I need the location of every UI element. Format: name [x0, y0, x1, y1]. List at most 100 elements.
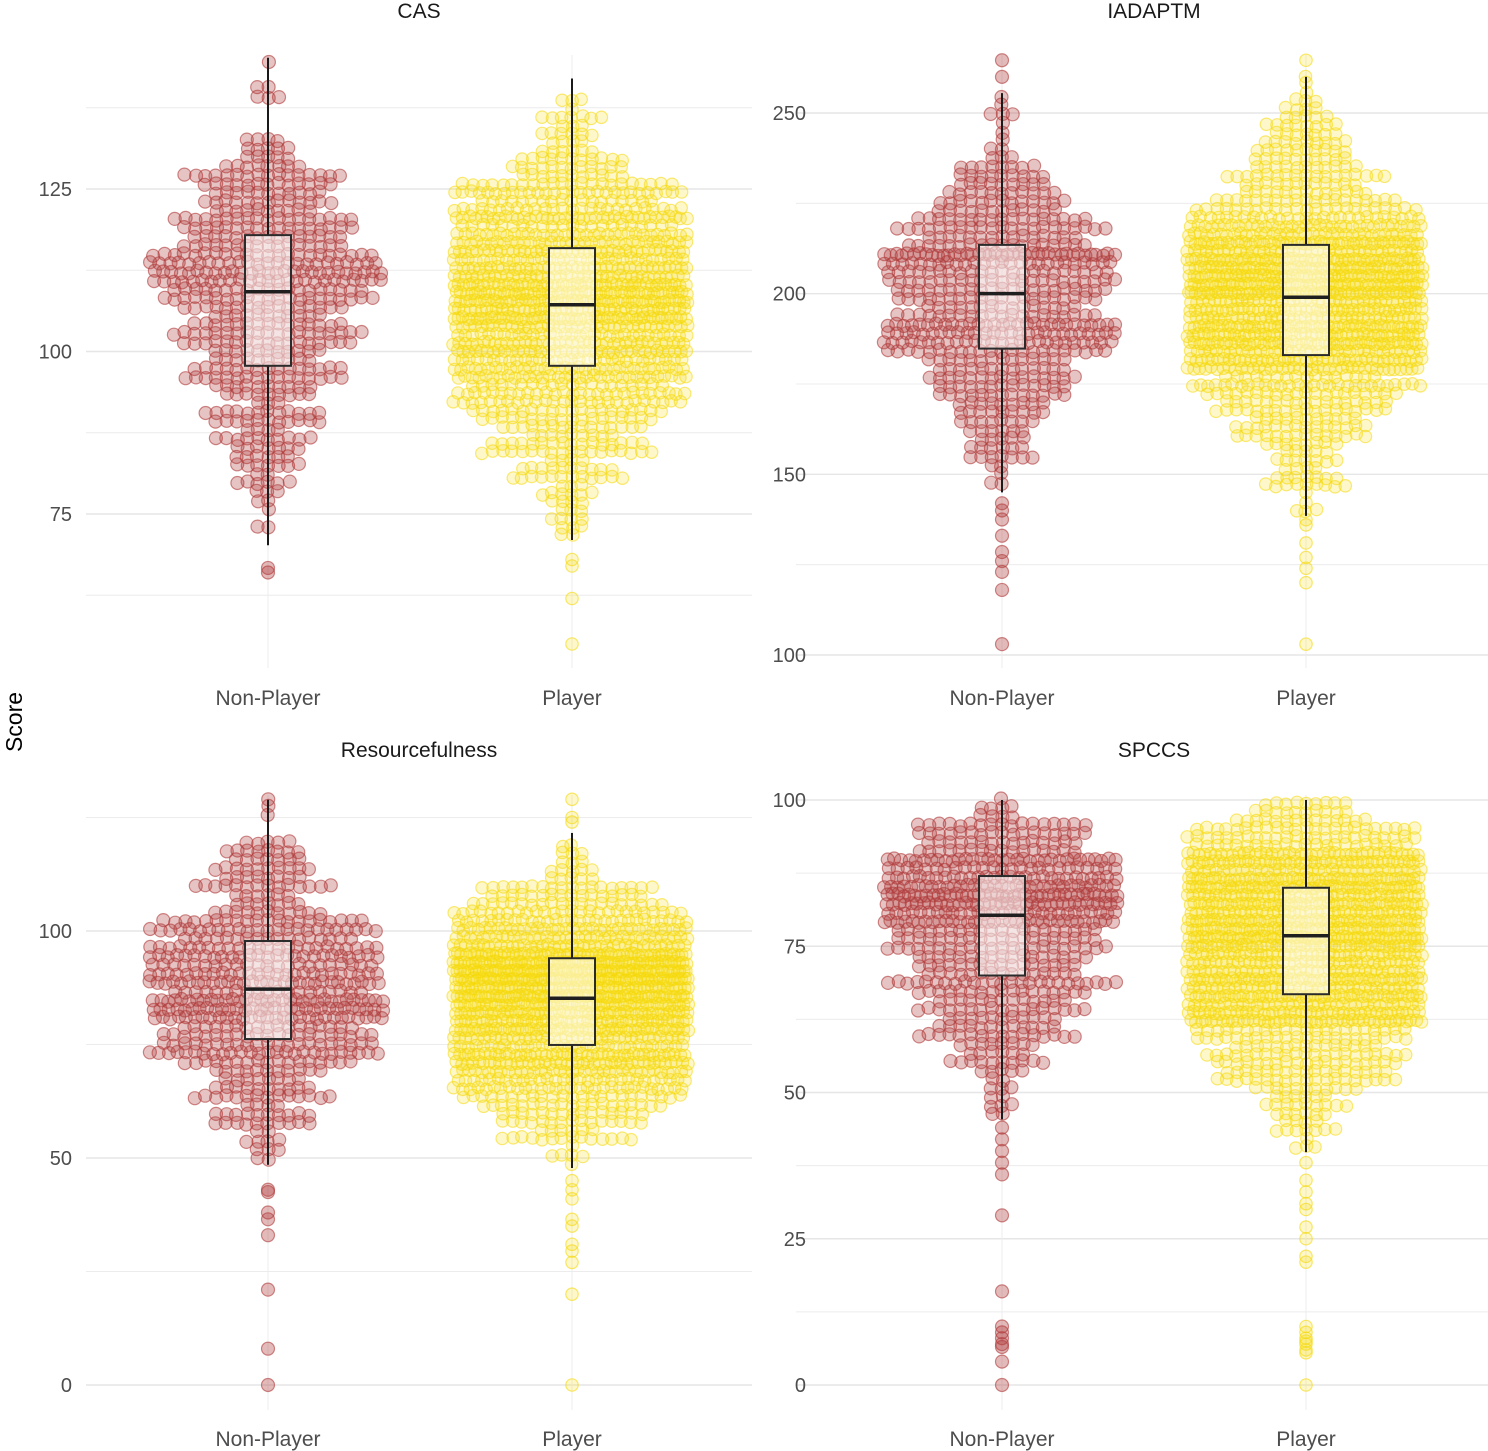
panel-title-cas: CAS [397, 0, 440, 23]
data-point [323, 878, 338, 893]
data-point [1258, 477, 1273, 491]
data-point [526, 178, 541, 192]
panel-title-resourcefulness: Resourcefulness [341, 739, 497, 762]
data-point [208, 343, 223, 358]
data-point [506, 471, 521, 485]
data-point [540, 211, 555, 226]
panel-cas: CAS [397, 0, 440, 23]
data-point [143, 255, 158, 270]
data-point [1107, 272, 1123, 287]
outlier-point [1299, 518, 1313, 532]
data-point [1329, 437, 1344, 451]
data-point [448, 185, 462, 200]
data-point [1220, 169, 1234, 184]
data-point [240, 474, 255, 489]
data-point [1186, 379, 1200, 393]
outlier-point [260, 1184, 276, 1200]
data-point [574, 160, 588, 174]
data-point [1035, 405, 1051, 420]
outlier-point [260, 565, 276, 580]
y-axis-title: Score [1, 692, 27, 752]
outlier-point [565, 637, 579, 651]
outlier-point [260, 1212, 276, 1227]
data-point [281, 414, 296, 429]
data-point [594, 110, 609, 125]
data-point [554, 151, 569, 165]
data-point [1180, 360, 1195, 375]
outlier-point [1299, 53, 1313, 68]
data-point [230, 211, 245, 226]
data-point [446, 394, 460, 409]
data-point [312, 307, 327, 322]
data-point [229, 281, 244, 296]
data-point [451, 371, 466, 385]
data-point [446, 252, 461, 267]
data-point [535, 110, 549, 124]
data-point [312, 415, 327, 430]
iqr-box [244, 234, 292, 367]
data-point [302, 290, 317, 306]
data-point [208, 351, 224, 366]
data-point [229, 449, 244, 465]
data-point [333, 334, 348, 350]
data-point [250, 132, 265, 147]
outlier-point [994, 512, 1010, 527]
data-point [1259, 117, 1274, 132]
data-point [1260, 437, 1274, 451]
data-point [525, 151, 540, 166]
data-point [282, 474, 297, 489]
data-point [1230, 429, 1245, 443]
y-tick-label: 200 [773, 284, 806, 306]
panel-title-spccs: SPCCS [1118, 739, 1190, 762]
data-point [313, 1063, 328, 1078]
data-point [309, 257, 324, 272]
data-point [208, 1116, 223, 1131]
data-point [645, 202, 660, 217]
data-point [281, 404, 296, 419]
data-point [302, 336, 317, 351]
data-point [679, 369, 693, 384]
data-point [594, 151, 609, 165]
data-point [1358, 429, 1373, 444]
y-tick-label: 125 [39, 179, 72, 201]
data-point [187, 301, 202, 316]
data-point [323, 369, 338, 384]
data-point [645, 880, 659, 894]
data-point [270, 134, 285, 149]
data-point [364, 248, 379, 263]
data-point [199, 299, 214, 314]
data-point [1088, 292, 1103, 307]
outlier-point [1299, 536, 1313, 550]
outlier-point [994, 69, 1010, 84]
data-point [270, 484, 285, 499]
data-point [343, 325, 358, 340]
data-point [455, 218, 470, 233]
data-point [270, 150, 285, 165]
data-point [302, 387, 317, 402]
data-point [475, 880, 489, 895]
data-point [1025, 414, 1040, 429]
data-point [240, 458, 255, 473]
data-point [271, 395, 286, 410]
data-point [281, 140, 296, 155]
data-point [198, 405, 213, 421]
data-point [469, 244, 484, 258]
data-point [535, 126, 549, 141]
data-point [271, 369, 286, 385]
data-point [336, 274, 351, 289]
data-point [474, 446, 489, 461]
data-point [574, 134, 589, 148]
data-point [535, 169, 550, 184]
data-point [312, 194, 327, 209]
data-point [546, 176, 560, 191]
data-point [332, 168, 347, 183]
data-point [1098, 221, 1113, 236]
data-point [177, 324, 192, 340]
data-point [932, 386, 948, 402]
data-point [1067, 369, 1082, 384]
data-point [187, 1091, 202, 1106]
data-point [303, 380, 318, 395]
data-point [643, 218, 658, 232]
data-point [166, 327, 181, 342]
data-point [147, 274, 162, 289]
